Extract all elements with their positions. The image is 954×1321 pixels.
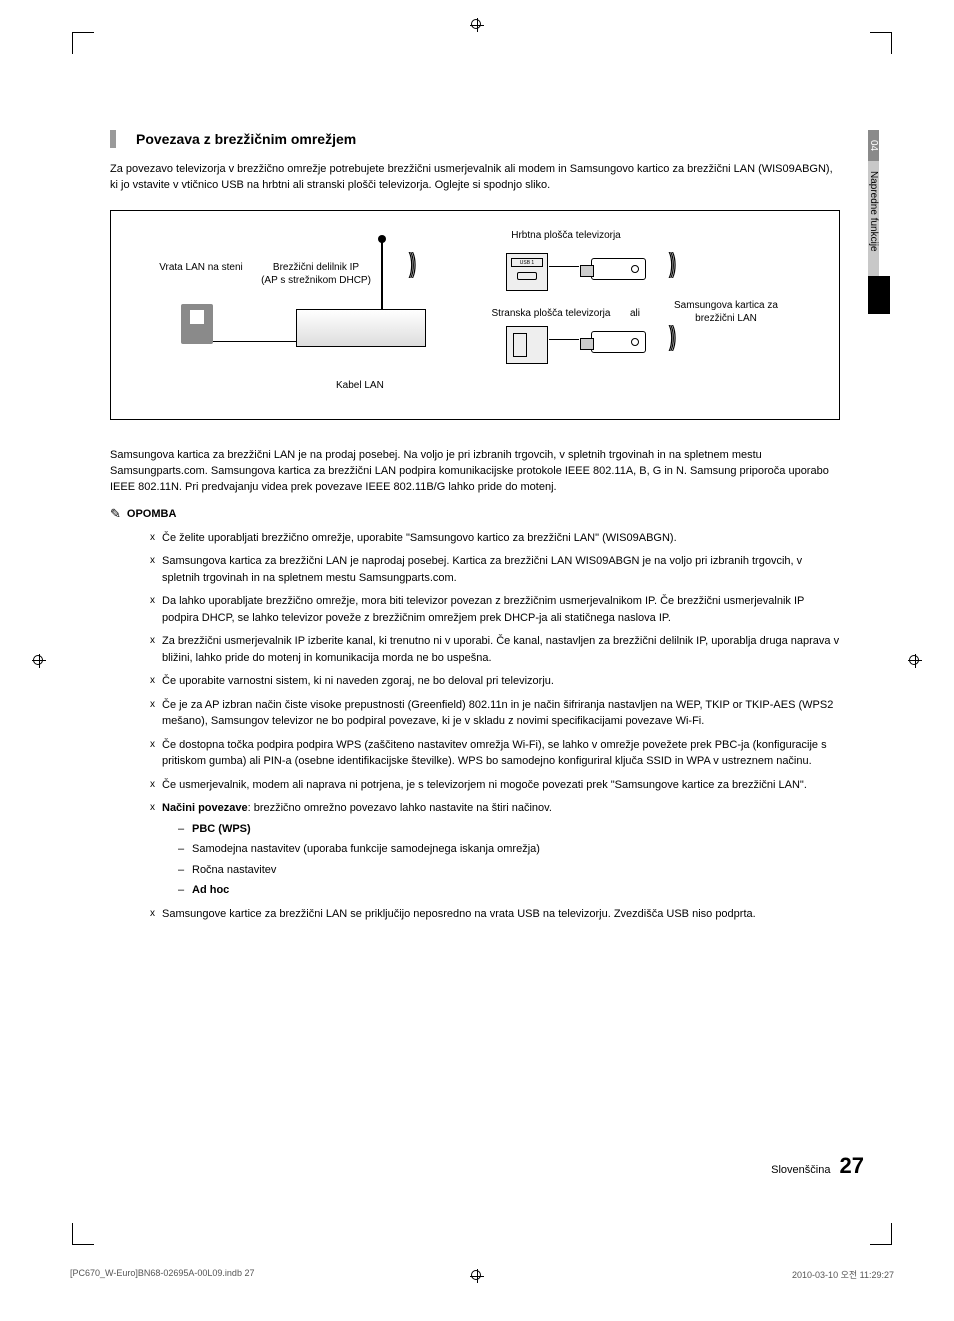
footer-timestamp: 2010-03-10 오전 11:29:27: [792, 1268, 894, 1281]
print-footer: [PC670_W-Euro]BN68-02695A-00L09.indb 27 …: [70, 1268, 894, 1281]
rear-panel-icon: USB 1: [506, 253, 548, 291]
tab-black-block: [868, 276, 890, 314]
page-footer: Slovenščina 27: [771, 1153, 864, 1179]
page-content: Povezava z brezžičnim omrežjem Za poveza…: [110, 130, 840, 929]
lan-cable: [213, 341, 298, 342]
note-item: Če želite uporabljati brezžično omrežje,…: [150, 530, 840, 547]
note-item: Če usmerjevalnik, modem ali naprava ni p…: [150, 777, 840, 794]
side-tab: 04 Napredne funkcije: [868, 130, 890, 314]
label-wall-port: Vrata LAN na steni: [151, 261, 251, 274]
section-header: Povezava z brezžičnim omrežjem: [110, 130, 840, 148]
registration-left: [32, 654, 46, 668]
mode-item: PBC (WPS): [178, 821, 840, 838]
mode-item: Ročna nastavitev: [178, 862, 840, 879]
usb-connector-line-2: [549, 339, 579, 340]
note-item-modes: Načini povezave: brezžično omrežno povez…: [150, 800, 840, 899]
note-item: Če je za AP izbran način čiste visoke pr…: [150, 697, 840, 730]
crop-corner-tl: [72, 32, 94, 54]
label-or: ali: [630, 307, 640, 320]
radio-waves-icon-2: ))): [668, 247, 673, 279]
footer-lang: Slovenščina: [771, 1164, 830, 1176]
note-item: Samsungove kartice za brezžični LAN se p…: [150, 906, 840, 923]
notes-list: Če želite uporabljati brezžično omrežje,…: [110, 530, 840, 923]
label-cable: Kabel LAN: [336, 379, 384, 392]
note-item: Da lahko uporabljate brezžično omrežje, …: [150, 593, 840, 626]
label-router-line1: Brezžični delilnik IP: [273, 262, 359, 273]
mode-item: Ad hoc: [178, 882, 840, 899]
mode-adhoc: Ad hoc: [192, 884, 229, 896]
pencil-icon: ✎: [110, 506, 121, 522]
page-number: 27: [840, 1153, 864, 1178]
label-adapter-line1: Samsungova kartica za: [674, 300, 778, 311]
registration-right: [908, 654, 922, 668]
note-item: Če dostopna točka podpira podpira WPS (z…: [150, 737, 840, 770]
chapter-number: 04: [868, 130, 879, 161]
radio-waves-icon: ))): [408, 247, 413, 279]
mode-item: Samodejna nastavitev (uporaba funkcije s…: [178, 841, 840, 858]
label-adapter: Samsungova kartica za brezžični LAN: [661, 299, 791, 325]
body-paragraph: Samsungova kartica za brezžični LAN je n…: [110, 448, 840, 496]
label-router-line2: (AP s strežnikom DHCP): [261, 275, 371, 286]
wall-port-icon: [181, 304, 213, 344]
side-panel-icon: [506, 326, 548, 364]
registration-top: [470, 18, 484, 32]
crop-corner-bl: [72, 1223, 94, 1245]
crop-corner-tr: [870, 32, 892, 54]
note-item: Če uporabite varnostni sistem, ki ni nav…: [150, 673, 840, 690]
label-adapter-line2: brezžični LAN: [695, 313, 757, 324]
radio-waves-icon-3: ))): [668, 320, 673, 352]
label-router: Brezžični delilnik IP (AP s strežnikom D…: [251, 261, 381, 287]
modes-text: : brezžično omrežno povezavo lahko nasta…: [248, 802, 552, 814]
usb-adapter-top: [591, 258, 646, 280]
note-item: Za brezžični usmerjevalnik IP izberite k…: [150, 633, 840, 666]
footer-filename: [PC670_W-Euro]BN68-02695A-00L09.indb 27: [70, 1268, 254, 1281]
usb-port-label: USB 1: [511, 258, 543, 267]
label-rear-panel: Hrbtna plošča televizorja: [491, 229, 641, 242]
connection-diagram: Vrata LAN na steni Brezžični delilnik IP…: [110, 210, 840, 420]
intro-paragraph: Za povezavo televizorja v brezžično omre…: [110, 162, 840, 194]
router-icon: [296, 309, 426, 347]
section-bar-icon: [110, 130, 116, 148]
note-label: OPOMBA: [127, 508, 177, 520]
crop-corner-br: [870, 1223, 892, 1245]
note-header: ✎ OPOMBA: [110, 506, 840, 522]
usb-connector-line: [549, 266, 579, 267]
section-title: Povezava z brezžičnim omrežjem: [136, 131, 356, 147]
note-item: Samsungova kartica za brezžični LAN je n…: [150, 553, 840, 586]
modes-sublist: PBC (WPS) Samodejna nastavitev (uporaba …: [162, 821, 840, 899]
router-antenna-icon: [381, 241, 383, 311]
modes-prefix: Načini povezave: [162, 802, 248, 814]
label-side-panel: Stranska plošča televizorja: [481, 307, 621, 320]
mode-pbc: PBC (WPS): [192, 823, 251, 835]
usb-adapter-bottom: [591, 331, 646, 353]
chapter-label: Napredne funkcije: [868, 161, 879, 276]
